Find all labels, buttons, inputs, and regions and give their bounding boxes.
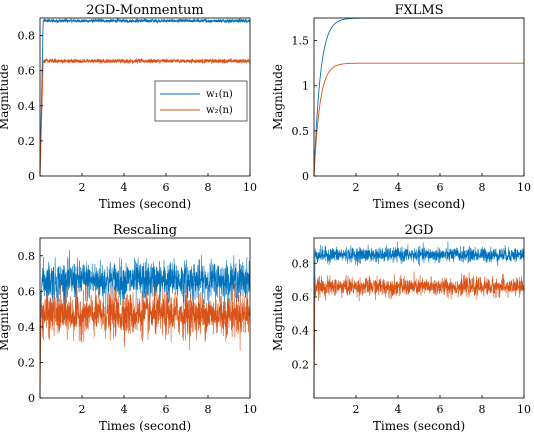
y-tick-label: 0.5 (292, 125, 310, 138)
legend-label-w2: w₂(n) (206, 105, 233, 116)
series-line-2 (39, 57, 251, 177)
x-axis-label: Times (second) (373, 419, 465, 433)
legend-box (154, 80, 248, 122)
x-tick-label: 2 (79, 181, 86, 194)
x-tick-label: 6 (163, 403, 170, 416)
y-tick-label: 1.5 (292, 35, 310, 48)
x-tick-label: 2 (353, 403, 360, 416)
panel-rescaling: Rescaling 2 4 6 8 10 0 0.2 0.4 0.6 0.8 Times (sec… (0, 223, 257, 433)
legend: w₁(n) w₂(n) (154, 80, 248, 122)
x-axis-label: Times (second) (99, 197, 191, 211)
axes-frame (39, 237, 251, 399)
x-tick-label: 6 (437, 403, 444, 416)
panel-title: Rescaling (113, 223, 177, 238)
y-tick-label: 0.2 (292, 358, 310, 371)
x-tick-label: 6 (163, 181, 170, 194)
x-tick-label: 2 (79, 403, 86, 416)
y-tick-label: 1 (302, 80, 309, 93)
axes-frame (39, 17, 251, 177)
series-line-1 (39, 17, 251, 177)
x-tick-label: 4 (121, 181, 128, 194)
axes-frame (313, 237, 525, 399)
y-axis-label: Magnitude (271, 64, 285, 130)
y-tick-label: 0.8 (18, 250, 36, 263)
y-axis-label: Magnitude (271, 285, 285, 351)
series-line-2 (313, 271, 525, 399)
ticks-layer: 2 4 6 8 10 0.2 0.4 0.6 0.8 (292, 257, 532, 416)
y-tick-label: 0 (28, 392, 35, 405)
y-tick-label: 0.8 (292, 257, 310, 270)
x-axis-label: Times (second) (373, 197, 465, 211)
x-tick-label: 4 (121, 403, 128, 416)
y-tick-label: 0 (28, 170, 35, 183)
x-tick-label: 8 (479, 181, 486, 194)
y-tick-label: 0.8 (18, 30, 36, 43)
x-tick-label: 10 (517, 181, 531, 194)
x-tick-label: 8 (205, 181, 212, 194)
y-tick-label: 0.4 (292, 325, 310, 338)
y-tick-label: 0.6 (18, 285, 36, 298)
series-line-1 (313, 241, 525, 399)
x-tick-label: 6 (437, 181, 444, 194)
panel-fxlms: FXLMS 2 4 6 8 10 0 0.5 1 1.5 Times (second) Magn… (271, 3, 531, 211)
panel-title: 2GD (404, 223, 433, 238)
series-layer (313, 241, 525, 399)
legend-label-w1: w₁(n) (206, 89, 233, 100)
axes-frame (313, 17, 525, 177)
ticks-layer: 2 4 6 8 10 0 0.2 0.4 0.6 0.8 (18, 30, 258, 194)
x-tick-label: 10 (517, 403, 531, 416)
x-tick-label: 4 (395, 403, 402, 416)
ticks-layer: 2 4 6 8 10 0 0.5 1 1.5 (292, 35, 532, 194)
y-tick-label: 0.2 (18, 135, 36, 148)
series-layer (313, 17, 524, 177)
x-tick-label: 8 (479, 403, 486, 416)
panel-title: FXLMS (394, 3, 443, 18)
series-layer (39, 249, 251, 399)
series-line-1 (39, 249, 251, 399)
y-axis-label: Magnitude (0, 64, 11, 130)
y-tick-label: 0.2 (18, 356, 36, 369)
y-tick-label: 0.6 (18, 65, 36, 78)
series-line-2 (39, 282, 251, 399)
x-axis-label: Times (second) (99, 419, 191, 433)
y-axis-label: Magnitude (0, 285, 11, 351)
series-layer (39, 17, 251, 177)
series-line-1 (313, 17, 524, 177)
x-tick-label: 4 (395, 181, 402, 194)
y-tick-label: 0 (302, 170, 309, 183)
panel-2gd-momentum: 2GD-Monmentum 2 4 6 8 10 0 0.2 0.4 0.6 0.8 Times … (0, 3, 257, 211)
y-tick-label: 0.6 (292, 291, 310, 304)
x-tick-label: 8 (205, 403, 212, 416)
panel-title: 2GD-Monmentum (86, 3, 204, 18)
panel-2gd: 2GD 2 4 6 8 10 0.2 0.4 0.6 0.8 Times (second) Ma… (271, 223, 531, 433)
x-tick-label: 2 (353, 181, 360, 194)
y-tick-label: 0.4 (18, 100, 36, 113)
series-line-2 (313, 62, 524, 177)
ticks-layer: 2 4 6 8 10 0 0.2 0.4 0.6 0.8 (18, 250, 258, 416)
x-tick-label: 10 (243, 181, 257, 194)
y-tick-label: 0.4 (18, 321, 36, 334)
x-tick-label: 10 (243, 403, 257, 416)
